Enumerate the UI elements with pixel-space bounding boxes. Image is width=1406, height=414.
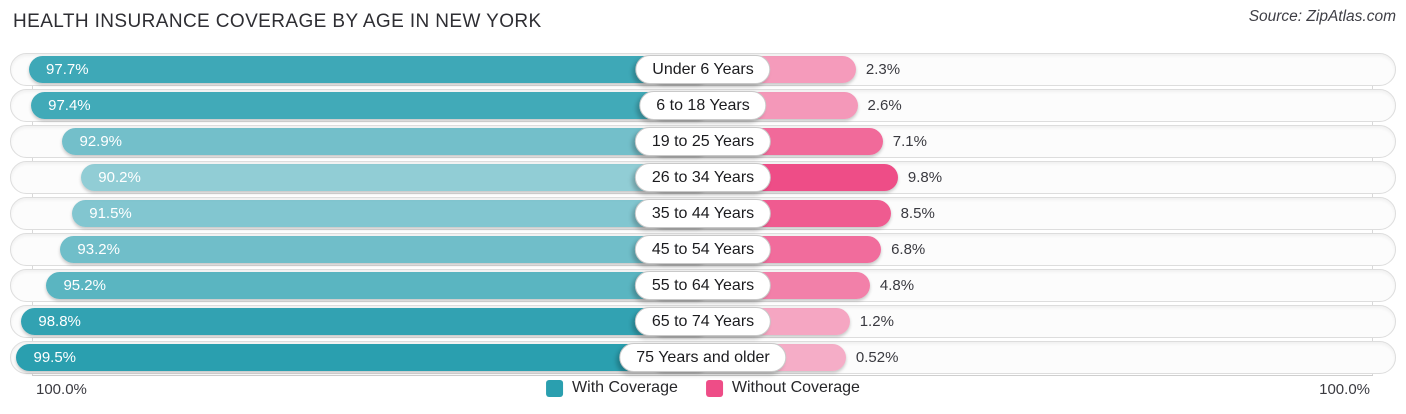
chart-row: 90.2% 26 to 34 Years 9.8% [0, 160, 1406, 194]
with-coverage-bar: 97.4% [31, 91, 710, 119]
chart-row: 93.2% 45 to 54 Years 6.8% [0, 233, 1406, 266]
chart-row: 98.8% 65 to 74 Years 1.2% [0, 305, 1406, 339]
age-group-label-pill: 55 to 64 Years [634, 271, 772, 301]
chart-row: 99.5% 75 Years and older 0.52% [0, 341, 1406, 375]
age-group-label-pill: 75 Years and older [619, 343, 787, 373]
axis-baseline [32, 375, 1373, 376]
with-coverage-bar: 99.5% [16, 344, 710, 372]
without-coverage-value-label: 1.2% [859, 313, 894, 331]
with-coverage-value-label: 97.7% [46, 60, 89, 78]
with-coverage-bar: 92.9% [62, 127, 710, 155]
with-coverage-bar: 90.2% [81, 163, 710, 191]
with-coverage-bar: 95.2% [46, 272, 710, 300]
with-coverage-bar: 91.5% [72, 199, 710, 227]
with-coverage-swatch-icon [546, 379, 564, 397]
with-coverage-value-label: 93.2% [77, 241, 120, 258]
with-coverage-value-label: 99.5% [33, 349, 77, 367]
chart-row: 91.5% 35 to 44 Years 8.5% [0, 196, 1406, 230]
age-group-label-pill: 65 to 74 Years [634, 307, 772, 337]
legend-item-with-coverage: With Coverage [546, 379, 678, 397]
with-coverage-bar: 97.7% [29, 55, 710, 83]
chart-row: 97.4% 6 to 18 Years 2.6% [0, 88, 1406, 122]
with-coverage-value-label: 95.2% [63, 277, 106, 295]
without-coverage-value-label: 2.3% [865, 60, 901, 78]
legend: With Coverage Without Coverage [546, 379, 860, 397]
source-attribution: Source: ZipAtlas.com [1248, 8, 1396, 25]
age-group-label-pill: 45 to 54 Years [634, 235, 772, 264]
without-coverage-value-label: 0.52% [855, 349, 899, 367]
without-coverage-value-label: 8.5% [900, 204, 935, 222]
with-coverage-value-label: 91.5% [89, 204, 132, 222]
age-group-label-pill: 6 to 18 Years [639, 90, 767, 120]
without-coverage-value-label: 4.8% [879, 277, 915, 295]
with-coverage-value-label: 90.2% [98, 168, 141, 186]
chart-row: 95.2% 55 to 64 Years 4.8% [0, 269, 1406, 303]
legend-item-without-coverage: Without Coverage [705, 379, 860, 397]
without-coverage-value-label: 7.1% [892, 132, 927, 150]
age-group-label-pill: 19 to 25 Years [634, 126, 772, 156]
with-coverage-value-label: 97.4% [48, 96, 91, 114]
age-group-label-pill: 35 to 44 Years [634, 198, 772, 228]
with-coverage-value-label: 92.9% [79, 132, 123, 150]
legend-label: With Coverage [572, 379, 678, 396]
without-coverage-value-label: 2.6% [867, 96, 902, 114]
age-group-label-pill: 26 to 34 Years [634, 162, 772, 192]
chart-title: HEALTH INSURANCE COVERAGE BY AGE IN NEW … [13, 11, 542, 32]
without-coverage-swatch-icon [705, 379, 723, 397]
age-group-label-pill: Under 6 Years [635, 54, 771, 84]
chart-row: 92.9% 19 to 25 Years 7.1% [0, 124, 1406, 158]
axis-max-right-label: 100.0% [1319, 381, 1370, 398]
axis-max-left-label: 100.0% [36, 381, 87, 398]
chart-row: 97.7% Under 6 Years 2.3% [0, 52, 1406, 86]
with-coverage-value-label: 98.8% [38, 313, 81, 331]
with-coverage-bar: 93.2% [60, 236, 710, 263]
with-coverage-bar: 98.8% [21, 308, 710, 336]
without-coverage-value-label: 9.8% [907, 168, 943, 186]
legend-label: Without Coverage [731, 379, 860, 396]
without-coverage-value-label: 6.8% [891, 241, 926, 258]
